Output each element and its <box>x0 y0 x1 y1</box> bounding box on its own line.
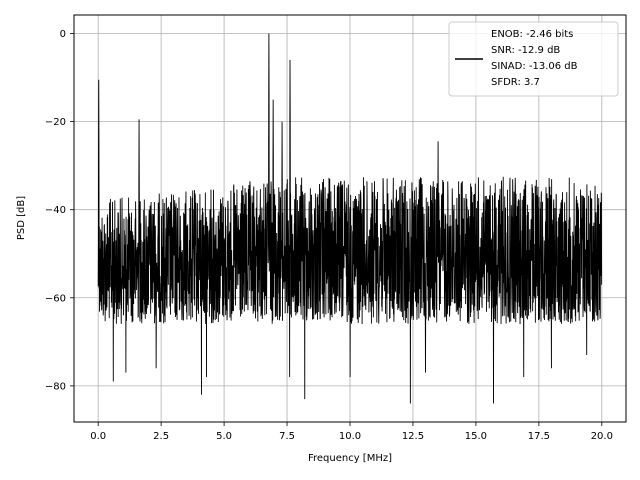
x-tick-label: 5.0 <box>216 431 232 442</box>
series-psd <box>97 33 603 404</box>
y-tick-label: 0 <box>60 29 66 40</box>
legend-box <box>448 21 619 97</box>
y-tick-label: −40 <box>45 205 66 216</box>
axis-ticks: 0.0 2.5 5.0 7.5 10.0 12.5 15.0 17.5 20.0 0 −20 −40 −… <box>45 29 613 442</box>
x-tick-label: 15.0 <box>465 431 487 442</box>
x-tick-label: 17.5 <box>528 431 550 442</box>
y-axis-label: PSD [dB] <box>16 196 27 240</box>
x-tick-label: 7.5 <box>279 431 295 442</box>
y-tick-label: −80 <box>45 381 66 392</box>
x-tick-label: 2.5 <box>153 431 169 442</box>
psd-line <box>97 33 603 404</box>
y-tick-label: −20 <box>45 117 66 128</box>
legend-entry-enob: ENOB: -2.46 bits <box>491 29 573 40</box>
legend-entry-sfdr: SFDR: 3.7 <box>491 77 540 88</box>
x-tick-label: 0.0 <box>90 431 106 442</box>
y-tick-label: −60 <box>45 293 66 304</box>
x-tick-label: 12.5 <box>402 431 424 442</box>
legend-entry-snr: SNR: -12.9 dB <box>491 45 560 56</box>
x-tick-label: 10.0 <box>339 431 361 442</box>
x-tick-label: 20.0 <box>591 431 613 442</box>
legend: ENOB: -2.46 bits SNR: -12.9 dB SINAD: -1… <box>448 21 619 97</box>
legend-entry-sinad: SINAD: -13.06 dB <box>491 61 578 72</box>
x-axis-label: Frequency [MHz] <box>308 453 392 464</box>
